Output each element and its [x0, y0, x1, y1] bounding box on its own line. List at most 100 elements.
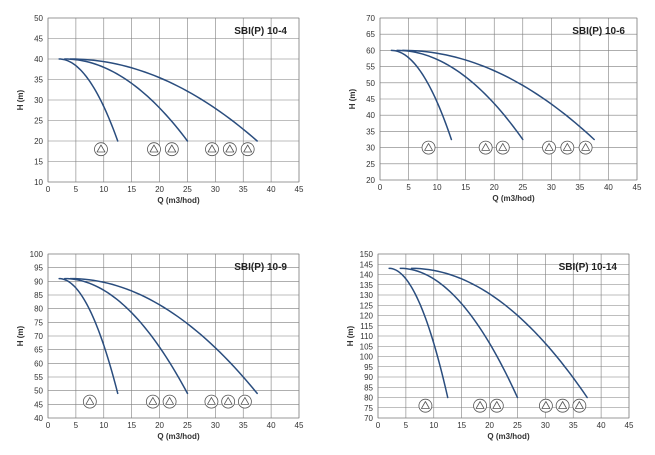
y-axis-label: H (m) — [346, 325, 355, 346]
x-tick-label: 35 — [569, 421, 578, 430]
x-tick-label: 40 — [267, 421, 276, 430]
x-tick-label: 15 — [127, 185, 136, 194]
stage-symbol-icon — [421, 140, 436, 155]
stage-symbol-icon — [162, 394, 177, 409]
pump-curve-line — [69, 277, 258, 395]
x-tick-label: 35 — [239, 185, 248, 194]
y-tick-label: 85 — [364, 383, 373, 392]
y-axis-label: H (m) — [16, 89, 25, 110]
stage-symbol-icon — [147, 142, 161, 157]
y-tick-label: 40 — [34, 55, 43, 64]
x-tick-label: 15 — [457, 421, 466, 430]
y-tick-label: 65 — [34, 346, 43, 355]
stage-symbol-icon — [473, 398, 487, 413]
x-tick-label: 25 — [183, 185, 192, 194]
chart-title: SBI(P) 10-6 — [572, 26, 625, 37]
x-tick-label: 5 — [74, 185, 79, 194]
x-tick-label: 45 — [633, 183, 642, 192]
y-tick-label: 60 — [366, 46, 375, 55]
y-tick-label: 135 — [360, 281, 374, 290]
chart-svg: 0 5 10 15 20 25 30 35 40 45 20 25 30 35 40 45 50 55 60 65 70… — [348, 14, 642, 203]
y-tick-label: 35 — [34, 76, 43, 85]
x-tick-label: 15 — [461, 183, 470, 192]
y-tick-label: 130 — [360, 291, 374, 300]
x-tick-label: 30 — [211, 421, 220, 430]
y-tick-label: 40 — [34, 414, 43, 423]
y-tick-label: 75 — [34, 318, 43, 327]
y-tick-label: 90 — [364, 373, 373, 382]
stage-symbol-icon — [489, 398, 504, 413]
x-tick-label: 20 — [490, 183, 499, 192]
y-tick-label: 55 — [34, 373, 43, 382]
pump-curve-line — [63, 277, 189, 395]
stage-symbol-icon — [572, 398, 587, 413]
x-tick-label: 10 — [429, 421, 438, 430]
y-tick-label: 125 — [360, 301, 374, 310]
chart-title: SBI(P) 10-14 — [559, 262, 618, 273]
y-tick-label: 65 — [366, 30, 375, 39]
x-tick-label: 0 — [376, 421, 381, 430]
pump-curve-line — [388, 267, 449, 399]
chart-title: SBI(P) 10-4 — [234, 26, 287, 37]
pump-curve-line — [402, 49, 595, 141]
x-tick-label: 0 — [378, 183, 383, 192]
y-tick-label: 45 — [34, 400, 43, 409]
y-tick-label: 110 — [360, 332, 373, 341]
stage-symbol-icon — [237, 394, 252, 409]
chart-panel-sbi-10-14: 0 5 10 15 20 25 30 35 40 45 70 75 80 85 90 95 100 105 110 1… — [327, 227, 655, 455]
plot-frame — [379, 17, 638, 181]
x-tick-label: 5 — [74, 421, 79, 430]
x-tick-label: 25 — [518, 183, 527, 192]
y-tick-label: 45 — [366, 95, 375, 104]
stage-symbol-icon — [478, 140, 493, 155]
stage-symbol-icon — [222, 142, 237, 157]
y-tick-label: 120 — [360, 312, 374, 321]
x-tick-label: 35 — [575, 183, 584, 192]
pump-curve-line — [58, 277, 119, 395]
y-tick-label: 25 — [34, 117, 43, 126]
x-axis-label: Q (m3/hod) — [157, 432, 200, 441]
y-tick-label: 85 — [34, 291, 43, 300]
y-tick-label: 105 — [360, 342, 374, 351]
chart-svg: 0 5 10 15 20 25 30 35 40 45 10 15 20 25 30 35 40 45 50 Q (m… — [16, 14, 304, 205]
x-tick-label: 45 — [625, 421, 634, 430]
stage-symbol-icon — [82, 394, 97, 409]
x-tick-label: 25 — [183, 421, 192, 430]
stage-symbol-icon — [240, 142, 255, 157]
y-tick-label: 55 — [366, 63, 375, 72]
pump-curve-line — [410, 267, 588, 399]
y-tick-label: 70 — [364, 414, 373, 423]
x-axis-label: Q (m3/hod) — [157, 196, 200, 205]
x-tick-label: 30 — [211, 185, 220, 194]
stage-symbol-icon — [555, 398, 570, 413]
stage-symbol-icon — [145, 394, 160, 409]
stage-symbol-icon — [542, 140, 556, 155]
y-tick-label: 115 — [360, 322, 373, 331]
x-tick-label: 20 — [485, 421, 494, 430]
y-tick-label: 10 — [34, 178, 43, 187]
y-tick-label: 20 — [366, 176, 375, 185]
y-axis-label: H (m) — [348, 88, 357, 109]
y-tick-label: 50 — [34, 14, 43, 23]
stage-symbol-icon — [204, 394, 219, 409]
x-tick-label: 20 — [155, 421, 164, 430]
y-tick-label: 100 — [360, 353, 374, 362]
pump-curve-line — [58, 58, 119, 142]
x-tick-label: 40 — [597, 421, 606, 430]
chart-svg: 0 5 10 15 20 25 30 35 40 457075808590951001051101… — [346, 250, 634, 441]
y-tick-label: 35 — [366, 127, 375, 136]
x-tick-label: 40 — [267, 185, 276, 194]
chart-grid — [379, 17, 638, 181]
y-tick-label: 70 — [366, 14, 375, 23]
y-tick-label: 30 — [366, 144, 375, 153]
x-tick-label: 10 — [99, 421, 108, 430]
y-tick-label: 100 — [30, 250, 44, 259]
x-tick-label: 45 — [295, 421, 304, 430]
stage-symbol-icon — [538, 398, 553, 413]
chart-panel-sbi-10-4: 0 5 10 15 20 25 30 35 40 45 10 15 20 25 30 35 40 45 50 Q (m… — [0, 0, 327, 227]
y-tick-label: 95 — [364, 363, 373, 372]
pump-curve-line — [69, 58, 258, 142]
x-tick-label: 5 — [406, 183, 411, 192]
x-tick-label: 5 — [404, 421, 409, 430]
